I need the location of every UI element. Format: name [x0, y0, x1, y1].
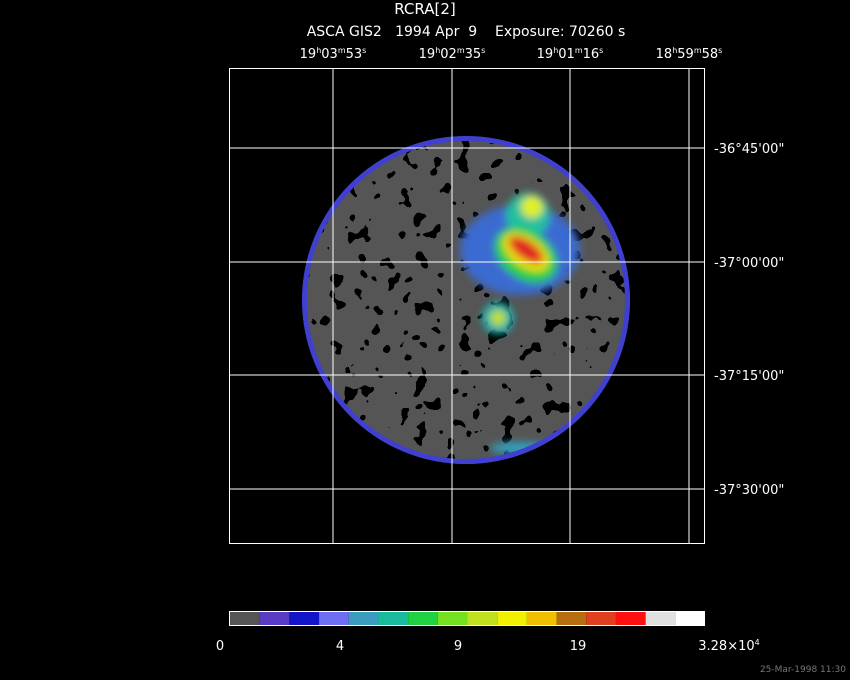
ra-label: 19h03m53s: [300, 46, 367, 62]
text-part: 0: [216, 639, 224, 654]
colorbar-label: 19: [570, 639, 587, 654]
superscript: s: [599, 46, 603, 55]
colorbar-segment: [378, 612, 409, 625]
text-part: 3.28×10: [698, 639, 754, 654]
text-part: 01: [558, 47, 575, 62]
superscript: 4: [755, 638, 760, 647]
text-part: 19: [419, 47, 436, 62]
colorbar-label: 3.28×104: [698, 638, 759, 654]
superscript: s: [481, 46, 485, 55]
colorbar-segment: [556, 612, 587, 625]
coordinate-grid: [229, 68, 705, 544]
colorbar-segment: [615, 612, 646, 625]
colorbar-segment: [230, 612, 260, 625]
text-part: 58: [702, 47, 719, 62]
colorbar-segment: [586, 612, 616, 625]
text-part: 19: [570, 639, 587, 654]
text-part: 19: [300, 47, 317, 62]
dec-label: -37°00'00": [714, 256, 784, 271]
text-part: 59: [677, 47, 694, 62]
colorbar-segment: [467, 612, 498, 625]
text-part: 18: [656, 47, 673, 62]
superscript: s: [362, 46, 366, 55]
ra-label: 18h59m58s: [656, 46, 723, 62]
superscript: h: [672, 46, 677, 55]
superscript: h: [316, 46, 321, 55]
colorbar-label: 4: [336, 639, 344, 654]
superscript: m: [575, 46, 583, 55]
superscript: h: [553, 46, 558, 55]
superscript: s: [718, 46, 722, 55]
superscript: h: [435, 46, 440, 55]
colorbar-segment: [497, 612, 527, 625]
text-part: 9: [454, 639, 462, 654]
ra-label: 19h01m16s: [537, 46, 604, 62]
title: RCRA[2]: [394, 0, 455, 18]
superscript: m: [338, 46, 346, 55]
text-part: 53: [346, 47, 363, 62]
colorbar-segment: [645, 612, 676, 625]
colorbar-segment: [289, 612, 320, 625]
colorbar-segment: [675, 612, 705, 625]
text-part: 19: [537, 47, 554, 62]
ra-label: 19h02m35s: [419, 46, 486, 62]
colorbar-segment: [437, 612, 468, 625]
colorbar-label: 9: [454, 639, 462, 654]
colorbar-segment: [348, 612, 379, 625]
dec-label: -37°15'00": [714, 369, 784, 384]
xray-image: [302, 136, 630, 464]
colorbar-segment: [526, 612, 557, 625]
text-part: 02: [440, 47, 457, 62]
text-part: 16: [583, 47, 600, 62]
text-part: 03: [321, 47, 338, 62]
superscript: m: [694, 46, 702, 55]
text-part: 35: [465, 47, 482, 62]
text-part: 4: [336, 639, 344, 654]
dec-label: -36°45'00": [714, 142, 784, 157]
superscript: m: [457, 46, 465, 55]
timestamp: 25-Mar-1998 11:30: [760, 665, 846, 675]
dec-label: -37°30'00": [714, 483, 784, 498]
colorbar-segment: [408, 612, 438, 625]
subtitle: ASCA GIS2 1994 Apr 9 Exposure: 70260 s: [307, 24, 626, 40]
colorbar-label: 0: [216, 639, 224, 654]
colorbar-segment: [259, 612, 290, 625]
colorbar-segment: [319, 612, 349, 625]
